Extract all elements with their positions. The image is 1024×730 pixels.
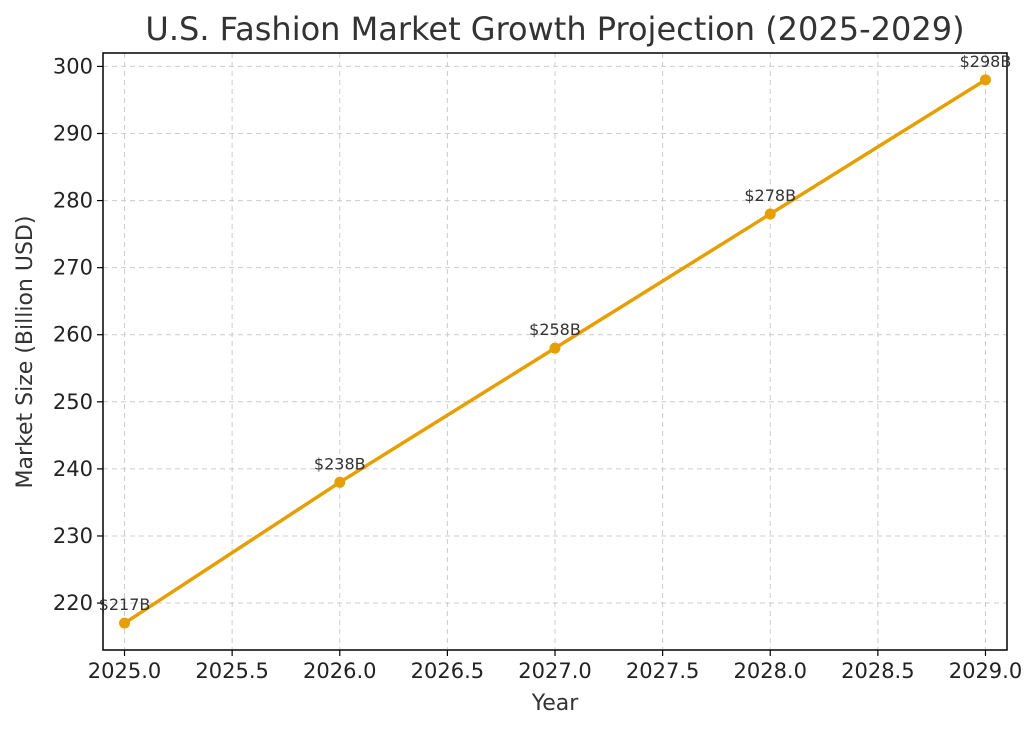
y-tick-label: 260 xyxy=(53,323,93,347)
data-label: $238B xyxy=(314,454,366,473)
x-tick-label: 2026.5 xyxy=(411,659,484,683)
x-tick-label: 2029.0 xyxy=(949,659,1022,683)
x-tick-label: 2026.0 xyxy=(303,659,376,683)
data-point xyxy=(979,74,991,86)
x-tick-label: 2027.0 xyxy=(518,659,591,683)
data-point xyxy=(334,476,346,488)
data-point xyxy=(119,617,131,629)
y-tick-label: 270 xyxy=(53,256,93,280)
data-label: $258B xyxy=(529,320,581,339)
y-tick-label: 240 xyxy=(53,457,93,481)
data-label: $298B xyxy=(960,52,1012,71)
x-tick-label: 2027.5 xyxy=(626,659,699,683)
chart-title: U.S. Fashion Market Growth Projection (2… xyxy=(145,10,964,48)
y-tick-label: 300 xyxy=(53,54,93,78)
data-label: $278B xyxy=(744,186,796,205)
data-point xyxy=(549,342,561,354)
y-tick-label: 280 xyxy=(53,189,93,213)
x-axis-label: Year xyxy=(531,691,580,716)
y-tick-label: 290 xyxy=(53,121,93,145)
y-tick-label: 220 xyxy=(53,591,93,615)
x-tick-label: 2025.0 xyxy=(88,659,161,683)
x-tick-label: 2028.5 xyxy=(841,659,914,683)
data-point xyxy=(764,208,776,220)
y-axis-label: Market Size (Billion USD) xyxy=(13,216,38,489)
axes: 2025.0 2025.5 2026.0 2026.5 2027.0 2027.5 2028… xyxy=(53,52,1022,683)
x-tick-label: 2025.5 xyxy=(195,659,268,683)
data-label: $217B xyxy=(99,595,151,614)
y-tick-label: 250 xyxy=(53,390,93,414)
series-layer: $217B $238B $258B $278B $298B xyxy=(99,52,1012,629)
y-tick-label: 230 xyxy=(53,524,93,548)
x-tick-label: 2028.0 xyxy=(733,659,806,683)
